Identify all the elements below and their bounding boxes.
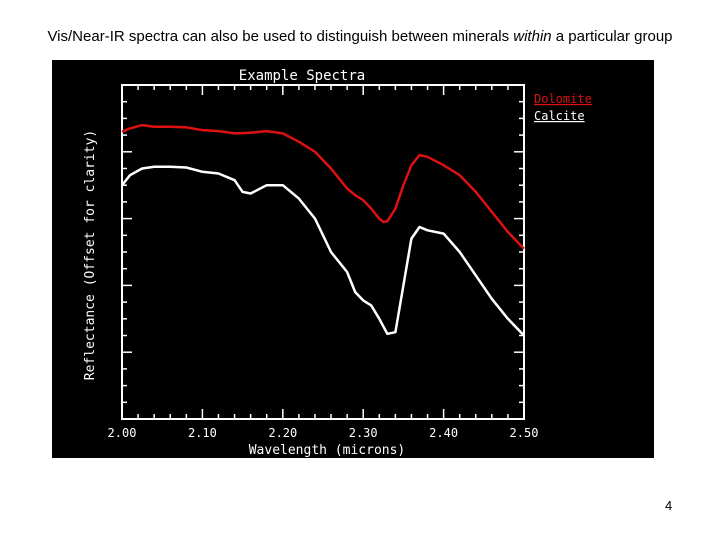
x-tick-label: 2.10 [188, 426, 217, 440]
page-number: 4 [665, 498, 673, 513]
x-tick-label: 2.50 [510, 426, 539, 440]
x-tick-label: 2.20 [268, 426, 297, 440]
chart-panel: Example Spectra Reflectance (Offset for … [52, 60, 654, 458]
chart-title: Example Spectra [239, 68, 365, 84]
slide-title-start: Vis/Near-IR spectra can also be used to … [47, 28, 514, 45]
plot-frame [121, 84, 525, 420]
legend-item-calcite: Calcite [534, 109, 585, 123]
spectra-chart: Example Spectra Reflectance (Offset for … [83, 68, 592, 458]
y-axis-label: Reflectance (Offset for clarity) [83, 130, 98, 380]
x-tick-label: 2.00 [108, 426, 137, 440]
x-tick-label: 2.30 [349, 426, 378, 440]
slide-title-emphasis: within [513, 28, 552, 45]
x-tick-label: 2.40 [429, 426, 458, 440]
slide-title: Vis/Near-IR spectra can also be used to … [0, 28, 720, 45]
series-line-calcite [121, 165, 525, 337]
x-axis-label: Wavelength (microns) [249, 443, 406, 458]
legend-item-dolomite: Dolomite [534, 92, 592, 106]
series-line-dolomite [121, 123, 525, 250]
slide-title-end: a particular group [551, 28, 673, 45]
